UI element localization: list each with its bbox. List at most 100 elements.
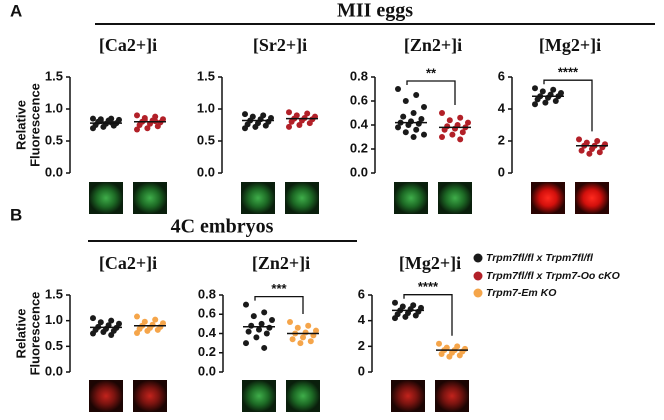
data-point bbox=[90, 315, 96, 322]
data-point bbox=[534, 96, 541, 103]
y-tick-label: 1.0 bbox=[197, 100, 215, 115]
significance-label: ** bbox=[426, 65, 437, 80]
data-point bbox=[287, 318, 293, 325]
y-tick-label: 0.8 bbox=[198, 286, 216, 301]
micrograph bbox=[391, 380, 425, 412]
data-point bbox=[400, 113, 407, 120]
chart-title: [Zn2+]i bbox=[252, 253, 310, 273]
data-point bbox=[532, 85, 538, 92]
data-point bbox=[395, 86, 401, 92]
data-point bbox=[594, 138, 601, 144]
chart-title: [Mg2+]i bbox=[539, 35, 601, 55]
y-tick-label: 0.2 bbox=[198, 344, 216, 359]
micrograph bbox=[438, 182, 472, 214]
data-point bbox=[288, 118, 295, 125]
data-point bbox=[457, 136, 464, 143]
data-point bbox=[304, 110, 311, 117]
y-tick-label: 0.0 bbox=[197, 164, 215, 179]
data-point bbox=[439, 134, 445, 140]
chart-title: [Ca2+]i bbox=[99, 253, 157, 273]
y-tick-label: 1.0 bbox=[45, 100, 63, 115]
data-point bbox=[552, 98, 559, 104]
y-tick-label: 1.5 bbox=[45, 286, 63, 301]
data-point bbox=[243, 301, 249, 308]
y-tick-label: 0.2 bbox=[350, 140, 368, 155]
data-point bbox=[439, 110, 445, 116]
micrograph bbox=[435, 380, 469, 412]
data-point bbox=[286, 109, 292, 116]
data-point bbox=[258, 320, 265, 327]
data-point bbox=[100, 123, 107, 130]
data-point bbox=[108, 332, 115, 339]
data-point bbox=[305, 322, 312, 329]
y-tick-label: 6 bbox=[498, 68, 505, 83]
micrograph bbox=[286, 380, 320, 412]
data-point bbox=[261, 309, 268, 316]
legend-marker bbox=[473, 271, 483, 281]
data-point bbox=[446, 353, 453, 360]
data-point bbox=[402, 313, 409, 320]
data-point bbox=[136, 122, 143, 128]
data-point bbox=[436, 340, 442, 347]
data-point bbox=[134, 329, 140, 336]
data-point bbox=[252, 123, 259, 130]
data-point bbox=[392, 299, 398, 306]
data-point bbox=[144, 125, 151, 132]
data-point bbox=[154, 123, 161, 130]
micrograph bbox=[394, 182, 428, 214]
micrograph bbox=[89, 182, 123, 214]
legend-label: Trpm7-Em KO bbox=[486, 287, 556, 299]
data-point bbox=[452, 125, 458, 132]
data-point bbox=[550, 86, 557, 93]
data-point bbox=[449, 131, 456, 138]
data-point bbox=[134, 112, 140, 119]
panel-title: 4C embryos bbox=[171, 216, 274, 238]
y-tick-label: 0.0 bbox=[198, 363, 216, 378]
data-point bbox=[576, 136, 582, 143]
y-axis-label: Relative bbox=[13, 309, 28, 359]
data-point bbox=[90, 125, 96, 132]
data-point bbox=[418, 116, 425, 122]
data-point bbox=[405, 122, 412, 128]
data-point bbox=[261, 344, 268, 351]
data-point bbox=[250, 313, 257, 320]
y-tick-label: 0.4 bbox=[350, 116, 369, 131]
data-point bbox=[296, 122, 303, 128]
y-tick-label: 6 bbox=[358, 286, 365, 301]
data-point bbox=[108, 317, 115, 324]
y-tick-label: 4 bbox=[358, 312, 366, 327]
data-point bbox=[286, 123, 292, 130]
significance-label: **** bbox=[558, 65, 579, 80]
micrograph bbox=[241, 182, 275, 214]
y-tick-label: 2 bbox=[358, 338, 365, 353]
data-point bbox=[242, 111, 248, 118]
y-tick-label: 0.5 bbox=[197, 132, 215, 147]
data-point bbox=[410, 110, 417, 116]
data-point bbox=[248, 322, 255, 329]
y-tick-label: 0.0 bbox=[350, 164, 368, 179]
data-point bbox=[262, 122, 269, 129]
data-point bbox=[532, 101, 538, 108]
data-point bbox=[253, 334, 260, 341]
data-point bbox=[446, 117, 453, 124]
data-point bbox=[412, 312, 419, 319]
data-point bbox=[410, 134, 417, 140]
y-axis-label: Relative bbox=[13, 100, 28, 150]
chart-title: [Zn2+]i bbox=[404, 35, 462, 55]
legend-marker bbox=[473, 253, 483, 263]
panel-label: A bbox=[10, 1, 22, 20]
y-tick-label: 1.0 bbox=[45, 312, 63, 327]
y-tick-label: 0.4 bbox=[198, 325, 217, 340]
data-point bbox=[465, 119, 471, 126]
data-point bbox=[413, 92, 420, 98]
chart-title: [Sr2+]i bbox=[253, 35, 307, 55]
data-point bbox=[589, 146, 595, 152]
data-point bbox=[307, 338, 314, 345]
micrograph bbox=[133, 182, 167, 214]
data-point bbox=[402, 98, 409, 104]
data-point bbox=[256, 326, 262, 333]
data-point bbox=[97, 319, 104, 326]
data-point bbox=[154, 326, 161, 333]
micrograph bbox=[89, 380, 123, 412]
data-point bbox=[438, 351, 445, 358]
